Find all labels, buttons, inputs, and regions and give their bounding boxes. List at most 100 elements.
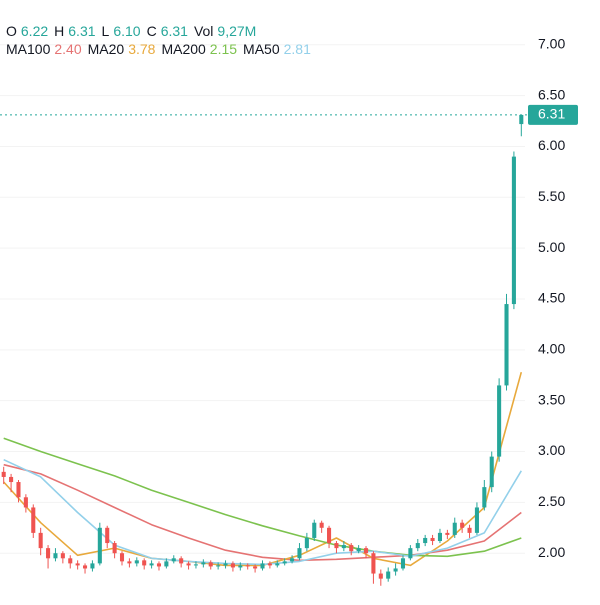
- ma-line: [3, 463, 522, 562]
- candle-body: [363, 548, 369, 554]
- candle-body: [415, 543, 420, 549]
- candle-body: [68, 558, 73, 564]
- y-tick-label: 5.50: [538, 188, 565, 204]
- candle-body: [134, 560, 139, 564]
- price-axis: 2.00 2.50 3.00 3.50 4.00 4.50 5.00 5.50 6.00 6.50…: [528, 35, 578, 560]
- header-label: Vol: [194, 23, 213, 39]
- candle-body: [156, 563, 162, 567]
- candle-body: [445, 532, 450, 535]
- candle-body: [423, 537, 428, 544]
- candle-body: [216, 565, 221, 567]
- candle-body: [164, 561, 169, 567]
- candle-body: [482, 487, 487, 508]
- candle-body: [371, 553, 376, 574]
- y-tick-label: 4.50: [538, 290, 565, 306]
- candle-body: [304, 537, 309, 549]
- candle-body: [23, 497, 28, 508]
- candle-body: [408, 548, 413, 559]
- y-tick-label: 2.00: [538, 544, 565, 560]
- candle-body: [127, 561, 132, 564]
- candle-body: [201, 562, 206, 565]
- legend-name: MA50: [243, 41, 280, 57]
- last-price-label: 6.31: [538, 106, 565, 122]
- candle-body: [75, 563, 80, 566]
- legend-name: MA20: [88, 41, 125, 57]
- candle-body: [275, 563, 280, 566]
- candle-body: [378, 573, 383, 579]
- y-tick-label: 3.00: [538, 442, 565, 458]
- candle-body: [208, 562, 213, 567]
- candle-body: [290, 558, 295, 562]
- plot-area: [0, 114, 528, 586]
- candle-body: [319, 522, 324, 528]
- candle-body: [253, 566, 258, 569]
- candle-body: [97, 527, 102, 564]
- ohlc-header: O 6.22 H 6.31 L 6.10 C 6.31 Vol 9,27M: [6, 23, 256, 39]
- candle-body: [90, 563, 95, 569]
- header-label: H: [54, 23, 64, 39]
- header-label: O: [6, 23, 17, 39]
- y-tick-label: 7.00: [538, 35, 565, 51]
- candle-body: [245, 565, 250, 567]
- candle-body: [83, 565, 88, 569]
- y-tick-label: 3.50: [538, 391, 565, 407]
- candle-body: [238, 565, 243, 568]
- candle-body: [349, 545, 354, 552]
- ma-legend: MA100 2.40 MA20 3.78 MA200 2.15 MA50 2.81: [6, 41, 311, 57]
- legend-name: MA100: [6, 41, 51, 57]
- candle-body: [312, 522, 317, 538]
- candle-body: [430, 537, 435, 542]
- candle-body: [179, 558, 184, 564]
- header-value: 9,27M: [217, 23, 256, 39]
- candle-body: [341, 545, 346, 549]
- candle-body: [142, 560, 147, 566]
- candle-body: [193, 564, 198, 566]
- legend-name: MA200: [161, 41, 206, 57]
- header-value: 6.22: [21, 23, 48, 39]
- grid: [0, 44, 525, 554]
- candle-body: [297, 548, 302, 559]
- candle-body: [186, 563, 191, 566]
- candle-body: [393, 568, 398, 572]
- candle-body: [9, 476, 14, 483]
- y-tick-label: 4.00: [538, 341, 565, 357]
- candle-body: [31, 507, 36, 533]
- candle-body: [474, 507, 479, 533]
- candle-body: [1, 471, 6, 477]
- candle-body: [489, 456, 494, 488]
- legend-value: 2.40: [54, 41, 81, 57]
- candle-body: [334, 543, 339, 549]
- candle-body: [519, 114, 524, 125]
- candle-body: [171, 558, 176, 562]
- candle-body: [497, 385, 502, 457]
- candle-body: [504, 304, 509, 386]
- header-value: 6.31: [68, 23, 95, 39]
- candle-body: [327, 527, 332, 544]
- candle-body: [260, 563, 265, 569]
- candle-body: [60, 553, 65, 559]
- candle-body: [356, 548, 361, 552]
- candle-body: [119, 553, 125, 562]
- candle-body: [267, 563, 272, 566]
- candle-body: [460, 522, 465, 528]
- candle-body: [53, 553, 58, 559]
- candle-body: [437, 532, 442, 542]
- candle-body: [452, 522, 457, 535]
- y-tick-label: 6.50: [538, 86, 565, 102]
- candle-body: [230, 563, 235, 568]
- last-price-box: [528, 104, 578, 125]
- candle-body: [386, 571, 391, 579]
- candle-body: [112, 543, 117, 554]
- header-label: L: [102, 23, 110, 39]
- candle-body: [38, 532, 43, 549]
- header-value: 6.31: [161, 23, 188, 39]
- candle-body: [467, 527, 472, 533]
- candle-body: [149, 563, 154, 566]
- candle-body: [105, 527, 110, 544]
- candle-body: [282, 561, 287, 564]
- y-tick-label: 5.00: [538, 239, 565, 255]
- candle-body: [223, 563, 228, 566]
- y-tick-label: 6.00: [538, 137, 565, 153]
